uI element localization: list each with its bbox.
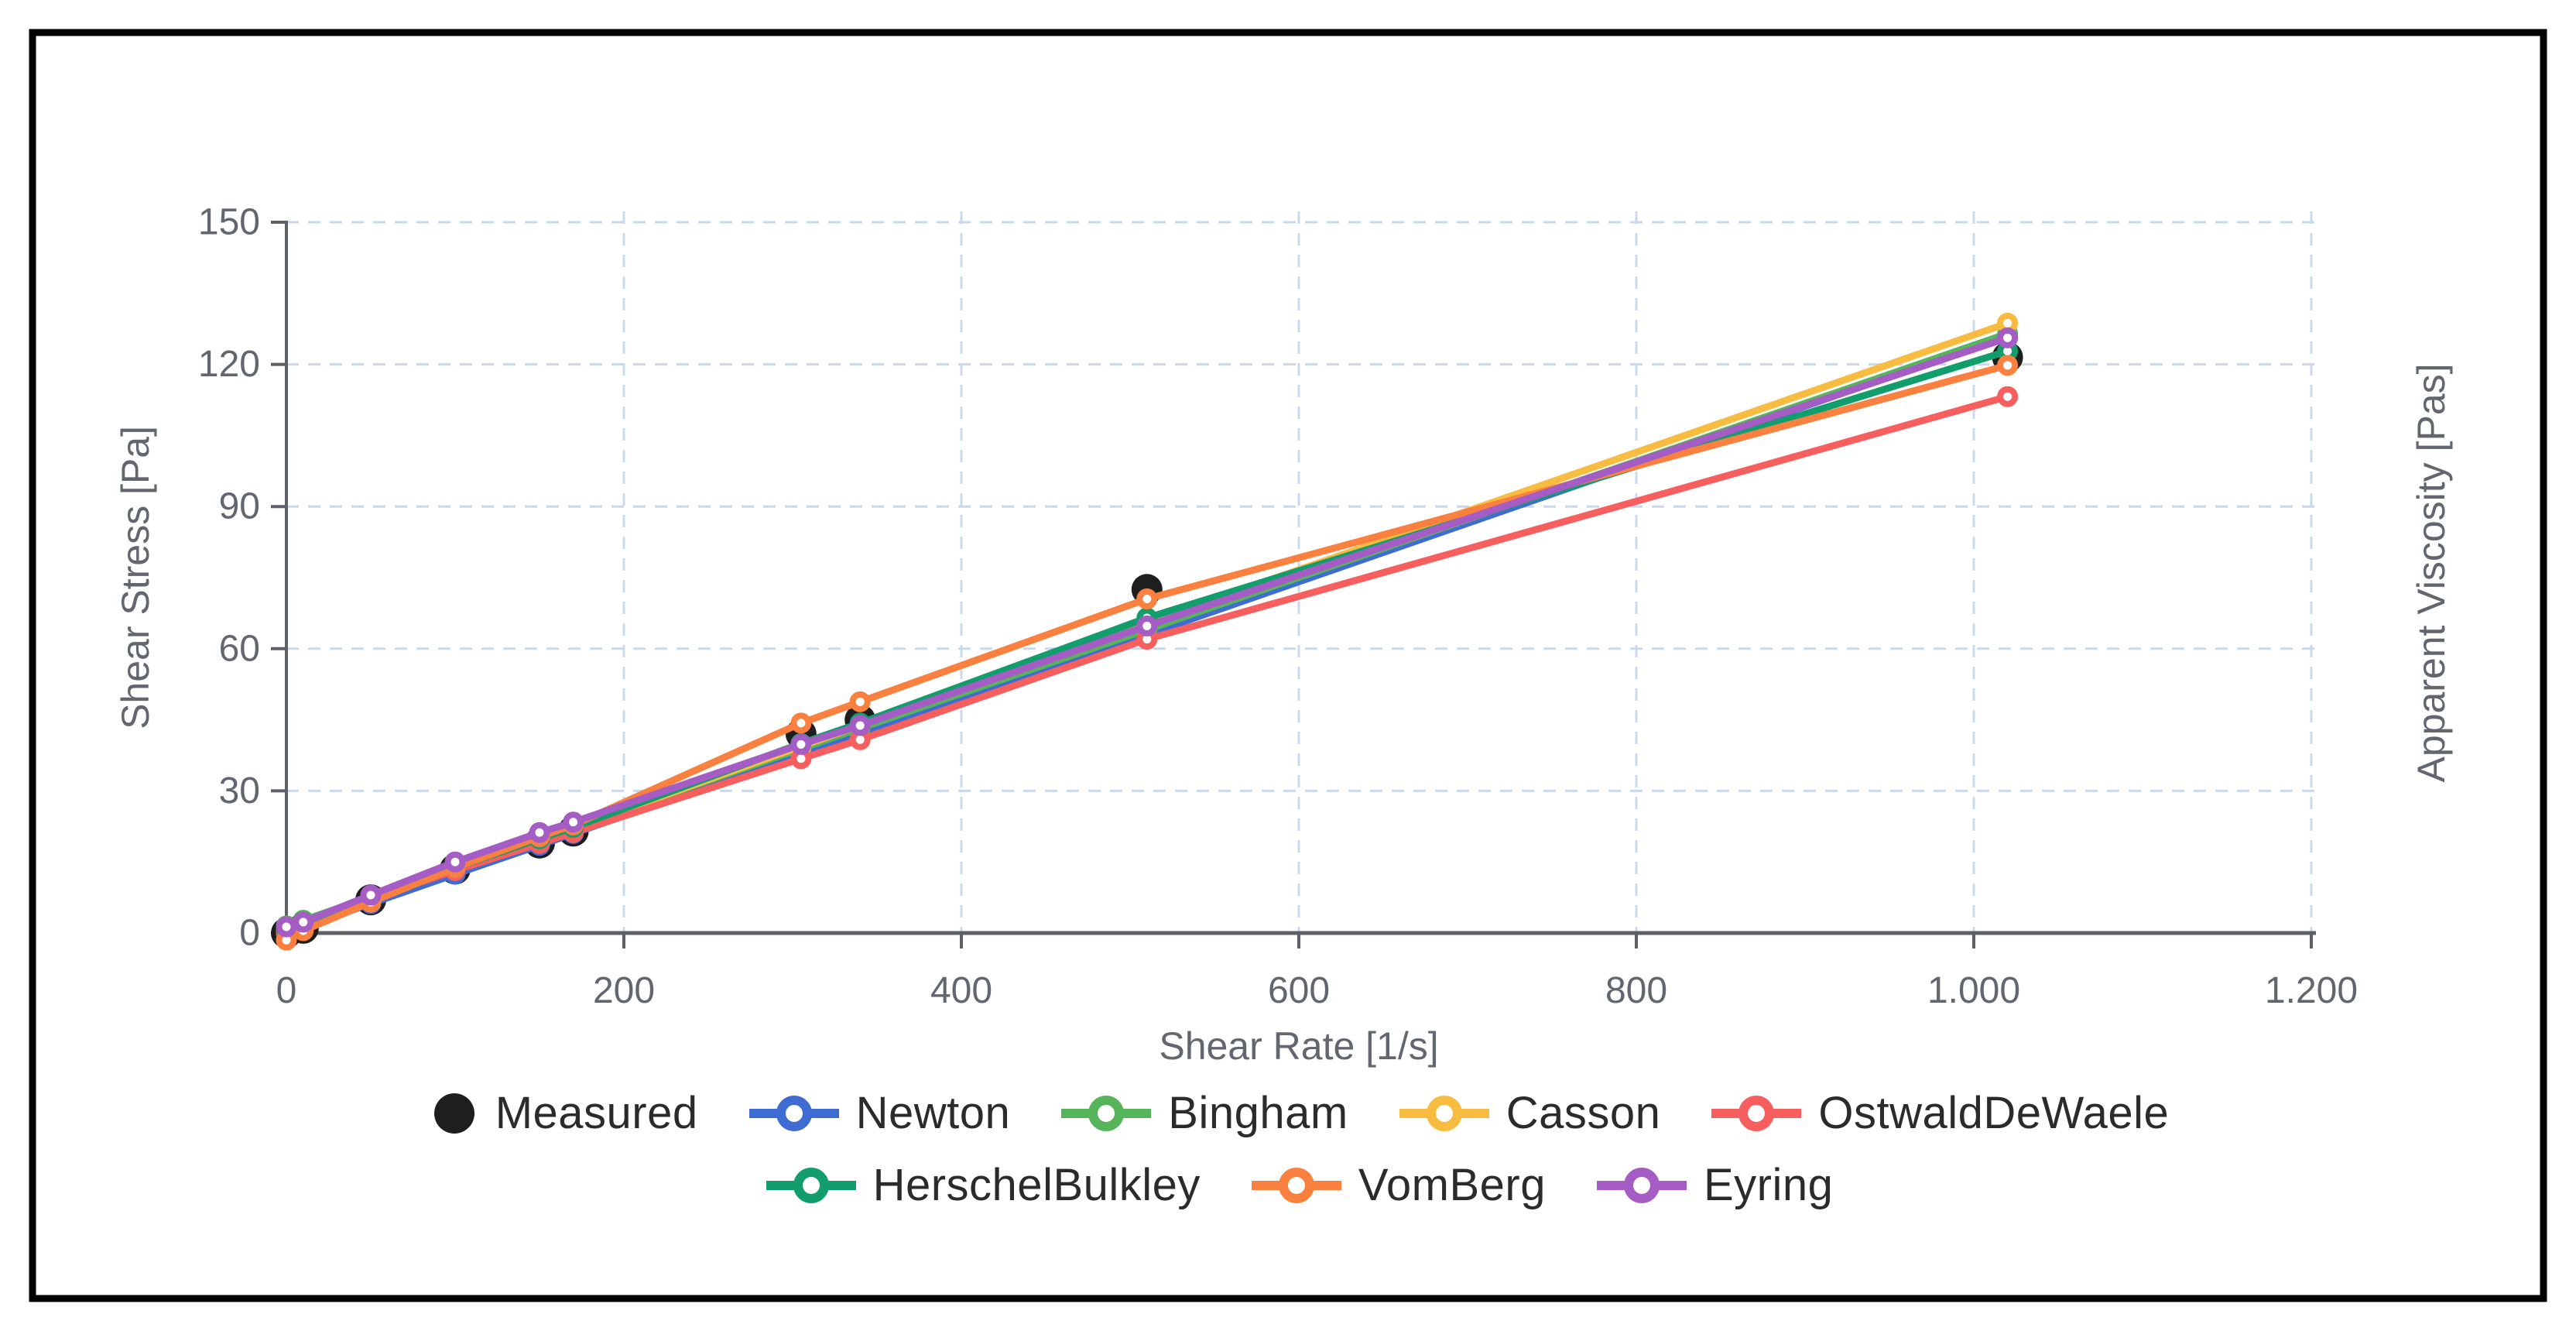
legend-row: HerschelBulkley VomBerg Eyring (765, 1159, 1834, 1211)
legend-item-ostwalddewaele: OstwaldDeWaele (1710, 1087, 2169, 1139)
model-point (790, 712, 812, 734)
model-point (276, 916, 297, 938)
legend-label: VomBerg (1358, 1160, 1546, 1210)
legend-label: Bingham (1168, 1088, 1348, 1138)
series-line (283, 334, 2012, 931)
model-point (360, 884, 382, 906)
legend-row: Measured Newton Bingham Casson OstwaldDeWael… (429, 1087, 2170, 1139)
model-point (293, 911, 314, 933)
x-axis-title: Shear Rate [1/s] (1159, 1024, 1438, 1068)
legend-item-newton: Newton (748, 1087, 1011, 1139)
model-point (1997, 355, 2019, 376)
legend-label: Casson (1506, 1088, 1661, 1138)
model-point (849, 715, 871, 736)
open-circle-marker (776, 1095, 812, 1131)
legend-item-vomberg: VomBerg (1250, 1159, 1546, 1211)
series-eyring (276, 327, 2019, 938)
x-tick-label: 1.200 (2265, 970, 2358, 1011)
x-tick-label: 200 (593, 970, 655, 1011)
series-vomberg (276, 355, 2019, 951)
legend-marker-eyring-icon (1597, 1167, 1687, 1203)
legend-marker-bingham-icon (1061, 1095, 1152, 1131)
open-circle-marker (1738, 1095, 1775, 1131)
y-axis-title-left: Shear Stress [Pa] (114, 426, 157, 729)
model-point (849, 691, 871, 712)
open-circle-marker (1426, 1095, 1462, 1131)
y-tick-label: 120 (198, 344, 260, 385)
legend-marker-measured-icon (433, 1093, 474, 1134)
legend-label: Measured (495, 1088, 698, 1138)
axes: 0 30 60 90 120 150 0 200 400 600 800 1.000 1.200 (198, 202, 2358, 1012)
x-tick-label: 400 (930, 970, 992, 1011)
model-point (1997, 386, 2019, 407)
model-point (563, 811, 584, 833)
legend-item-bingham: Bingham (1060, 1087, 1348, 1139)
legend-label: Newton (855, 1088, 1011, 1138)
model-point (1997, 327, 2019, 348)
x-tick-label: 0 (276, 970, 297, 1011)
open-circle-marker (1088, 1095, 1125, 1131)
legend-marker-herschelbulkley-icon (766, 1167, 856, 1203)
x-tick-label: 600 (1268, 970, 1330, 1011)
x-tick-label: 800 (1605, 970, 1667, 1011)
legend-marker-casson-icon (1399, 1095, 1489, 1131)
model-point (1136, 588, 1158, 610)
y-tick-label: 60 (219, 628, 260, 669)
model-point (444, 851, 466, 873)
legend-marker-newton-icon (748, 1095, 839, 1131)
legend-marker-ostwalddewaele-icon (1711, 1095, 1802, 1131)
legend-item-eyring: Eyring (1595, 1159, 1833, 1211)
legend-label: OstwaldDeWaele (1818, 1088, 2170, 1138)
open-circle-marker (793, 1167, 829, 1203)
chart-legend: Measured Newton Bingham Casson OstwaldDeWael… (286, 1087, 2311, 1211)
x-tick-label: 1.000 (1927, 970, 2020, 1011)
y-tick-label: 30 (219, 770, 260, 811)
y-tick-label: 90 (219, 486, 260, 527)
filled-circle-marker (433, 1093, 474, 1134)
model-point (790, 733, 812, 755)
legend-item-herschelbulkley: HerschelBulkley (765, 1159, 1201, 1211)
y-axis-title-right: Apparent Viscosity [Pas] (2410, 363, 2453, 782)
model-point (529, 822, 550, 843)
legend-item-measured: Measured (429, 1087, 698, 1139)
open-circle-marker (1278, 1167, 1314, 1203)
y-tick-label: 150 (198, 202, 260, 243)
open-circle-marker (1624, 1167, 1660, 1203)
legend-item-casson: Casson (1398, 1087, 1661, 1139)
legend-label: Eyring (1704, 1160, 1834, 1210)
figure-border (29, 29, 2547, 1302)
y-tick-label: 0 (239, 913, 260, 954)
legend-marker-vomberg-icon (1251, 1167, 1341, 1203)
legend-label: HerschelBulkley (872, 1160, 1201, 1210)
model-point (1136, 615, 1158, 636)
